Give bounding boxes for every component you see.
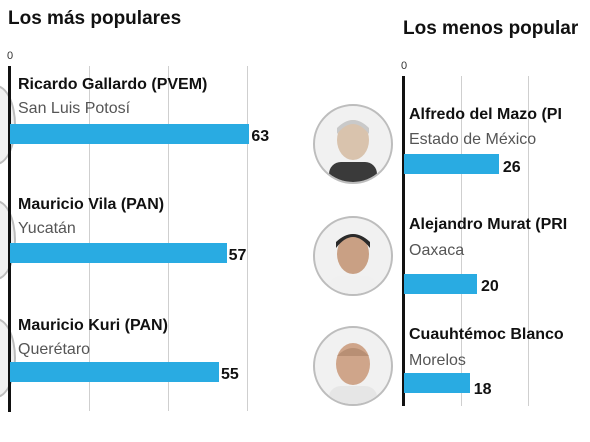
gridline: [528, 76, 529, 406]
chart-most-popular: Los más populares 0 Ricardo Gallardo (PV…: [0, 8, 270, 412]
governor-name: Mauricio Kuri (PAN): [18, 317, 168, 334]
state-name: Morelos: [409, 352, 466, 369]
value-label: 26: [502, 159, 521, 176]
governor-name: Alejandro Murat (PRI: [409, 216, 568, 233]
state-name: Yucatán: [18, 220, 76, 237]
axis-zero-label: 0: [7, 50, 14, 62]
value-label: 63: [251, 128, 270, 145]
governor-name: Ricardo Gallardo (PVEM): [18, 76, 208, 93]
axis-zero-label: 0: [401, 60, 408, 72]
gridline: [247, 66, 248, 411]
chart-title: Los más populares: [8, 8, 182, 29]
value-label: 20: [481, 278, 499, 295]
bar: [404, 154, 499, 174]
state-name: Querétaro: [18, 341, 91, 358]
person-photo-icon: [313, 104, 393, 184]
state-name: Oaxaca: [409, 242, 465, 259]
state-name: San Luis Potosí: [18, 100, 131, 117]
person-photo-icon: [313, 216, 393, 296]
value-label: 18: [473, 381, 492, 398]
governor-name: Mauricio Vila (PAN): [18, 196, 165, 213]
person-photo-icon: [313, 326, 393, 406]
bar: [10, 124, 250, 144]
governor-name: Alfredo del Mazo (PI: [409, 106, 562, 123]
gridline: [89, 66, 90, 411]
y-axis: [402, 76, 405, 406]
state-name: Estado de México: [409, 131, 537, 148]
gridline: [461, 76, 462, 406]
bar: [10, 243, 227, 263]
bar: [404, 274, 477, 294]
chart-least-popular: Los menos popular 0 Alfredo del Mazo (PI…: [305, 0, 590, 442]
bar: [404, 373, 470, 393]
value-label: 57: [228, 247, 247, 264]
gridline: [168, 66, 169, 411]
bar: [10, 362, 219, 382]
governor-name: Cuauhtémoc Blanco: [409, 326, 564, 343]
y-axis: [8, 66, 11, 412]
chart-title: Los menos popular: [403, 18, 579, 39]
value-label: 55: [221, 366, 239, 383]
